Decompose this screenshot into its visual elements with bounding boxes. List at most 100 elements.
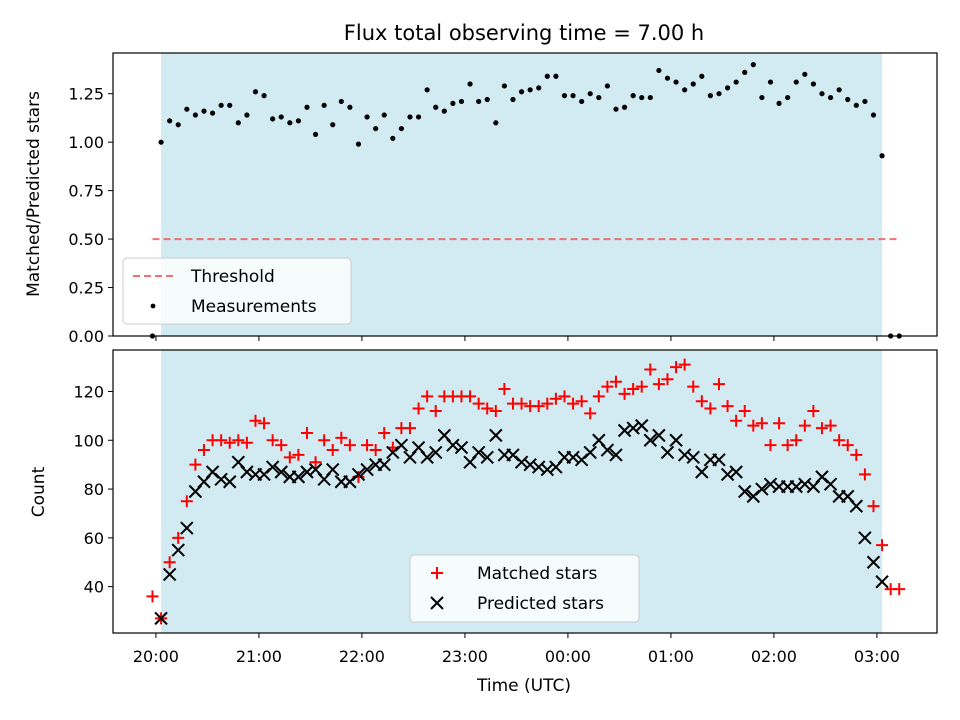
measurement-point — [647, 94, 653, 101]
matched-star-point — [670, 361, 683, 374]
measurement-point — [845, 96, 851, 103]
matched-star-point — [472, 397, 485, 410]
measurement-point — [209, 110, 216, 116]
predicted-star-point — [300, 465, 314, 479]
predicted-star-point — [712, 453, 726, 467]
matched-star-point — [773, 417, 786, 430]
measurement-point — [716, 91, 722, 97]
matched-star-point — [403, 422, 416, 435]
measurement-point — [587, 91, 593, 97]
matched-star-point — [841, 439, 854, 452]
predicted-star-point — [660, 445, 675, 460]
predicted-legend-label: Predicted stars — [477, 594, 604, 614]
matched-star-point — [618, 387, 631, 400]
measurement-point — [407, 114, 413, 120]
bottom-marks — [146, 358, 906, 626]
measurement-point — [621, 104, 628, 110]
predicted-star-point — [394, 438, 409, 452]
measurement-point — [553, 73, 559, 79]
matched-star-point — [361, 439, 374, 452]
matched-star-point — [764, 439, 777, 452]
measurement-point — [304, 104, 310, 110]
measurement-point — [227, 102, 233, 108]
bottom-y-tick-label: 40 — [84, 578, 104, 597]
matched-star-point — [635, 380, 648, 393]
matched-star-point — [712, 378, 725, 391]
predicted-star-point — [265, 460, 280, 474]
matched-star-point — [232, 434, 245, 447]
measurement-point — [870, 112, 877, 118]
bottom-axes-frame — [112, 349, 938, 634]
matched-star-point — [730, 414, 743, 427]
matched-star-point — [704, 402, 717, 415]
measurement-point — [776, 100, 782, 106]
matched-star-point — [601, 380, 614, 393]
matched-star-point — [412, 402, 425, 415]
bottom-y-tick-label: 120 — [73, 382, 104, 401]
top-legend: Threshold Measurements — [122, 257, 352, 325]
x-tick-label: 21:00 — [236, 647, 282, 666]
measurement-point — [561, 93, 568, 99]
predicted-star-point — [523, 457, 537, 472]
measurement-point — [252, 89, 259, 95]
matched-star-point — [532, 400, 545, 413]
matched-star-point — [515, 397, 528, 410]
bottom-y-axis-label: Count — [29, 466, 49, 517]
bottom-panel: 40 60 80 100 120 20:00 21:00 22:00 23:00 00:00 01… — [29, 349, 938, 696]
predicted-star-point — [446, 438, 460, 452]
measurement-point — [630, 93, 636, 99]
measurement-point — [167, 118, 173, 124]
matched-star-point — [326, 444, 339, 457]
matched-star-point — [146, 590, 159, 603]
predicted-star-point — [600, 443, 615, 457]
predicted-star-point — [798, 477, 812, 491]
predicted-star-point — [480, 450, 494, 465]
measurement-point — [484, 96, 490, 103]
measurement-point — [270, 116, 276, 122]
measurement-point — [518, 89, 525, 95]
predicted-star-point — [677, 448, 692, 462]
x-tick-label: 02:00 — [751, 647, 797, 666]
measurement-point — [699, 73, 705, 79]
predicted-star-point — [420, 450, 434, 465]
matched-star-point — [781, 439, 794, 452]
matched-star-point — [300, 426, 313, 439]
measurement-point — [759, 94, 765, 101]
matched-star-point — [747, 419, 760, 432]
measurement-point — [613, 106, 619, 112]
matched-star-point — [318, 434, 331, 447]
matched-star-point — [429, 404, 442, 417]
measurement-point — [493, 120, 499, 126]
x-tick-label: 22:00 — [339, 647, 385, 666]
matched-star-point — [798, 419, 811, 432]
top-panel: 0.00 0.25 0.50 0.75 1.00 1.25 Matched/Predict… — [24, 52, 938, 346]
top-y-tick-label: 1.00 — [68, 133, 104, 152]
top-legend-box — [122, 257, 352, 325]
measurement-point — [527, 87, 533, 93]
measurement-point — [355, 141, 362, 147]
measurement-point — [424, 87, 430, 93]
measurement-point — [450, 100, 456, 106]
predicted-star-point — [858, 531, 872, 545]
matched-star-point — [498, 383, 511, 396]
measurement-point — [347, 104, 353, 110]
measurement-point — [879, 153, 885, 159]
matched-star-point — [815, 422, 828, 435]
predicted-star-point — [360, 462, 374, 477]
predicted-star-point — [566, 450, 580, 465]
measurement-point — [733, 79, 739, 85]
measurement-point — [742, 69, 748, 75]
predicted-star-point — [180, 521, 194, 535]
matched-legend-swatch — [431, 567, 443, 579]
matched-star-point — [240, 436, 253, 449]
predicted-star-point — [489, 428, 503, 443]
measurement-point — [476, 98, 482, 105]
matched-star-point — [567, 397, 580, 410]
measurement-point — [218, 102, 224, 108]
matched-star-point — [541, 397, 554, 410]
measurement-point — [862, 98, 868, 105]
top-y-tick-label: 0.75 — [68, 182, 104, 201]
bottom-x-ticks: 20:00 21:00 22:00 23:00 00:00 01:00 02:00 03:00 — [133, 633, 900, 666]
predicted-star-point — [635, 418, 649, 433]
matched-star-point — [489, 404, 502, 417]
